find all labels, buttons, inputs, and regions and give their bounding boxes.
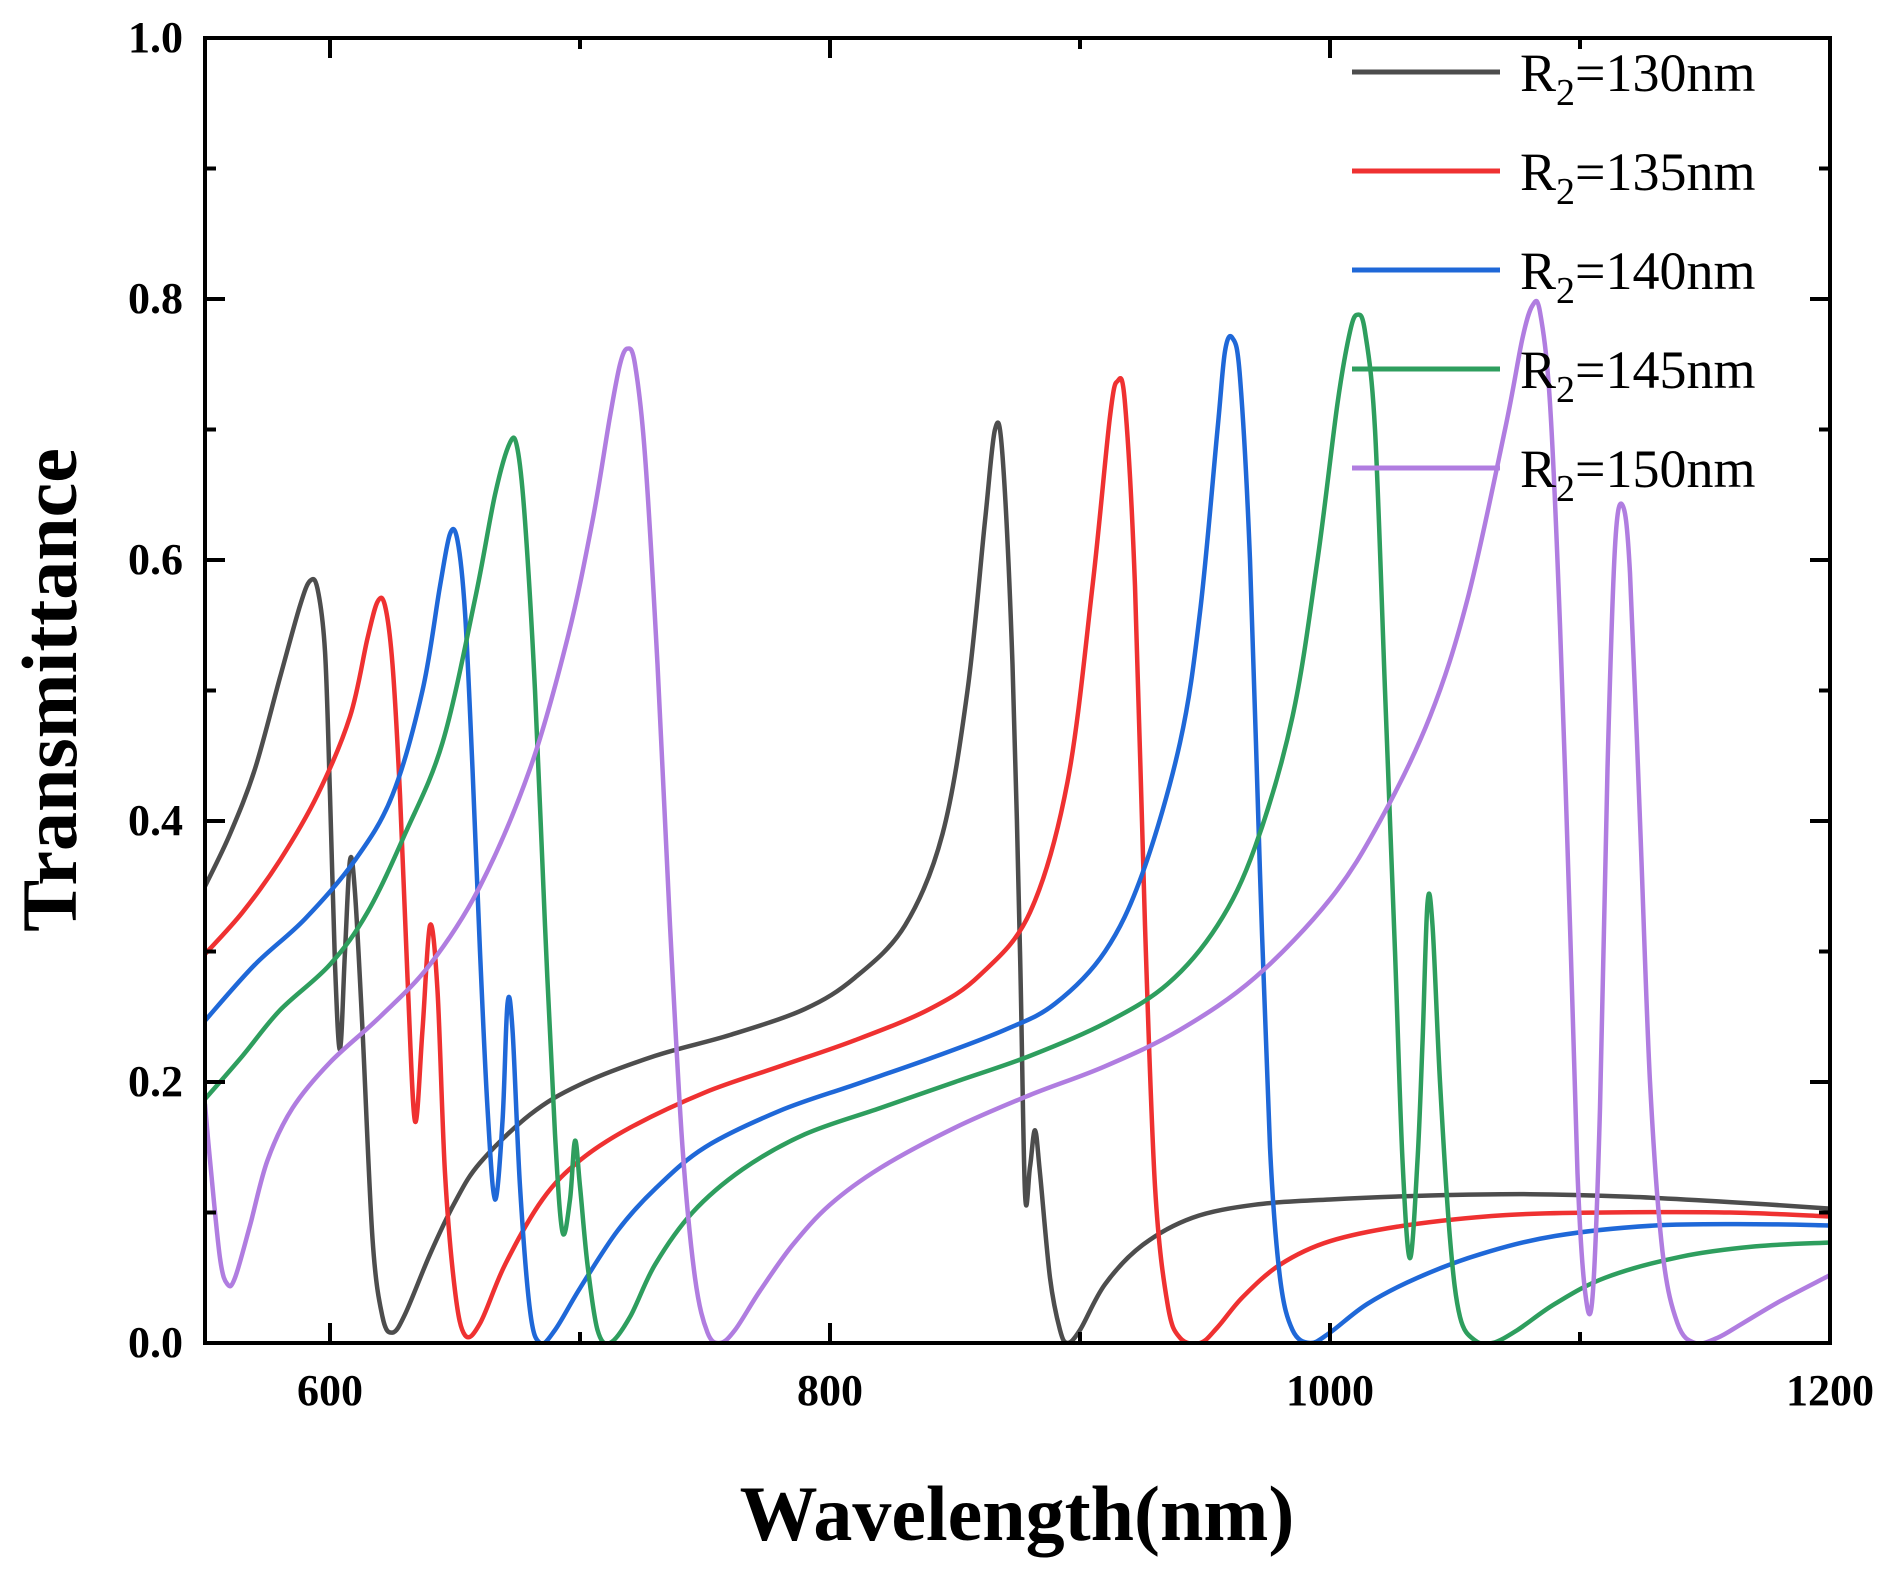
legend-label-1: R2=130nm	[1520, 43, 1756, 114]
plot-frame	[203, 36, 1832, 1345]
series-line-5	[205, 298, 1830, 1343]
x-tick-labels: 600 800 1000 1200	[297, 1366, 1874, 1415]
legend-label-5: R2=150nm	[1520, 439, 1756, 510]
x-axis-title: Wavelength(nm)	[740, 1470, 1295, 1557]
tick-layer	[205, 36, 1832, 1345]
y-axis-title: Transmittance	[6, 448, 93, 932]
series-line-4	[205, 312, 1830, 1343]
legend: R2=130nm R2=135nm R2=140nm R2=145nm R2=150nm	[1352, 43, 1756, 510]
x-tick-label: 800	[797, 1366, 863, 1415]
x-tick-label: 1000	[1286, 1366, 1374, 1415]
y-tick-label: 0.0	[128, 1318, 183, 1367]
series-line-1	[205, 420, 1830, 1343]
legend-label-3: R2=140nm	[1520, 241, 1756, 312]
series-line-2	[205, 376, 1830, 1343]
y-tick-label: 0.4	[128, 796, 183, 845]
y-tick-label: 1.0	[128, 13, 183, 62]
y-tick-label: 0.6	[128, 535, 183, 584]
curves-layer	[205, 298, 1830, 1343]
series-line-3	[205, 333, 1830, 1343]
legend-label-2: R2=135nm	[1520, 142, 1756, 213]
y-tick-labels: 0.0 0.2 0.4 0.6 0.8 1.0	[128, 13, 183, 1367]
x-tick-label: 600	[297, 1366, 363, 1415]
y-tick-label: 0.8	[128, 274, 183, 323]
y-tick-label: 0.2	[128, 1057, 183, 1106]
x-tick-label: 1200	[1786, 1366, 1874, 1415]
legend-label-4: R2=145nm	[1520, 340, 1756, 411]
